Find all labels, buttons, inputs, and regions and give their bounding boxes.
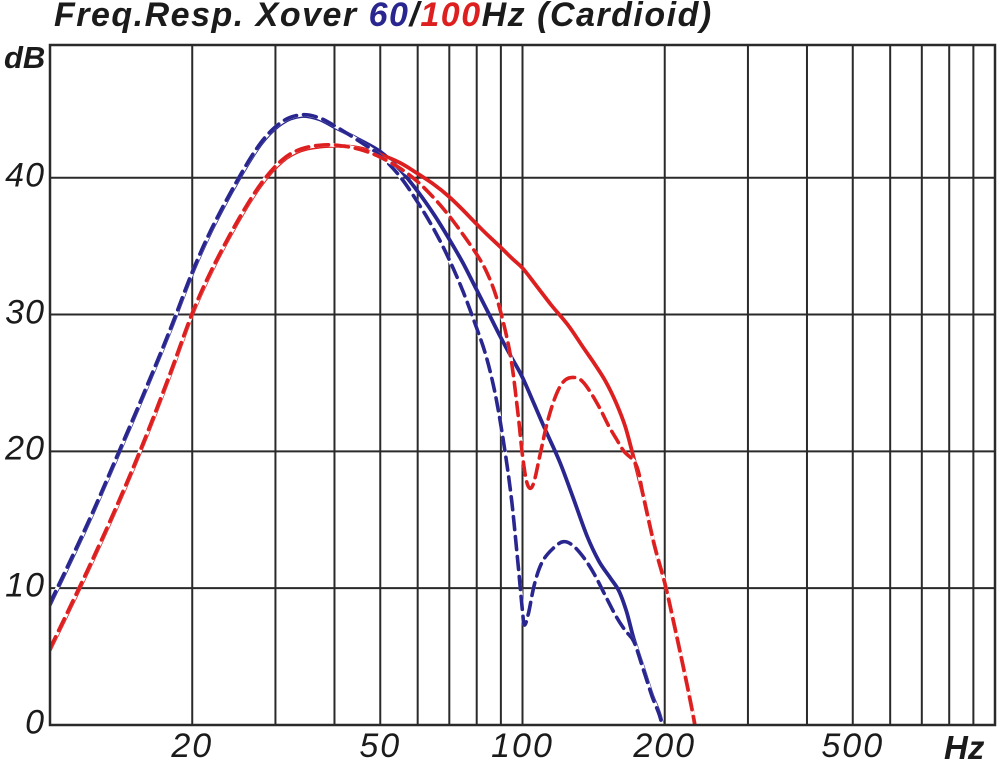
x-tick-label: 100: [491, 727, 554, 764]
y-tick-label: 20: [5, 429, 45, 468]
plot-border: [48, 43, 997, 727]
chart-title-part: 100: [420, 0, 482, 34]
chart-title-part: 60: [368, 0, 410, 34]
x-tick-label: 20: [171, 727, 214, 764]
y-tick-label: 10: [5, 566, 45, 605]
xover-60hz-dashed-underlay: [50, 112, 664, 725]
y-tick-label: 30: [5, 293, 45, 332]
x-tick-label: 50: [359, 727, 402, 764]
y-tick-label: 40: [5, 156, 45, 195]
x-axis-unit-label: Hz: [944, 729, 985, 764]
chart-title-part: /: [409, 0, 421, 34]
y-tick-label: 0: [25, 703, 45, 742]
x-tick-label: 500: [821, 727, 885, 764]
chart-title-part: Hz (Cardioid): [481, 0, 713, 34]
xover-100hz-dashed-curve: [50, 142, 697, 725]
chart-title: Freq.Resp. Xover 60/100Hz (Cardioid): [54, 0, 713, 35]
xover-100hz-solid-curve: [50, 143, 697, 725]
chart-title-part: Freq.Resp. Xover: [54, 0, 369, 34]
xover-60hz-solid-curve: [50, 114, 665, 725]
xover-100hz-dashed-underlay: [50, 142, 697, 725]
x-tick-label: 200: [633, 727, 697, 764]
y-axis-unit-label: dB: [4, 40, 46, 75]
xover-60hz-dashed-curve: [50, 112, 664, 725]
